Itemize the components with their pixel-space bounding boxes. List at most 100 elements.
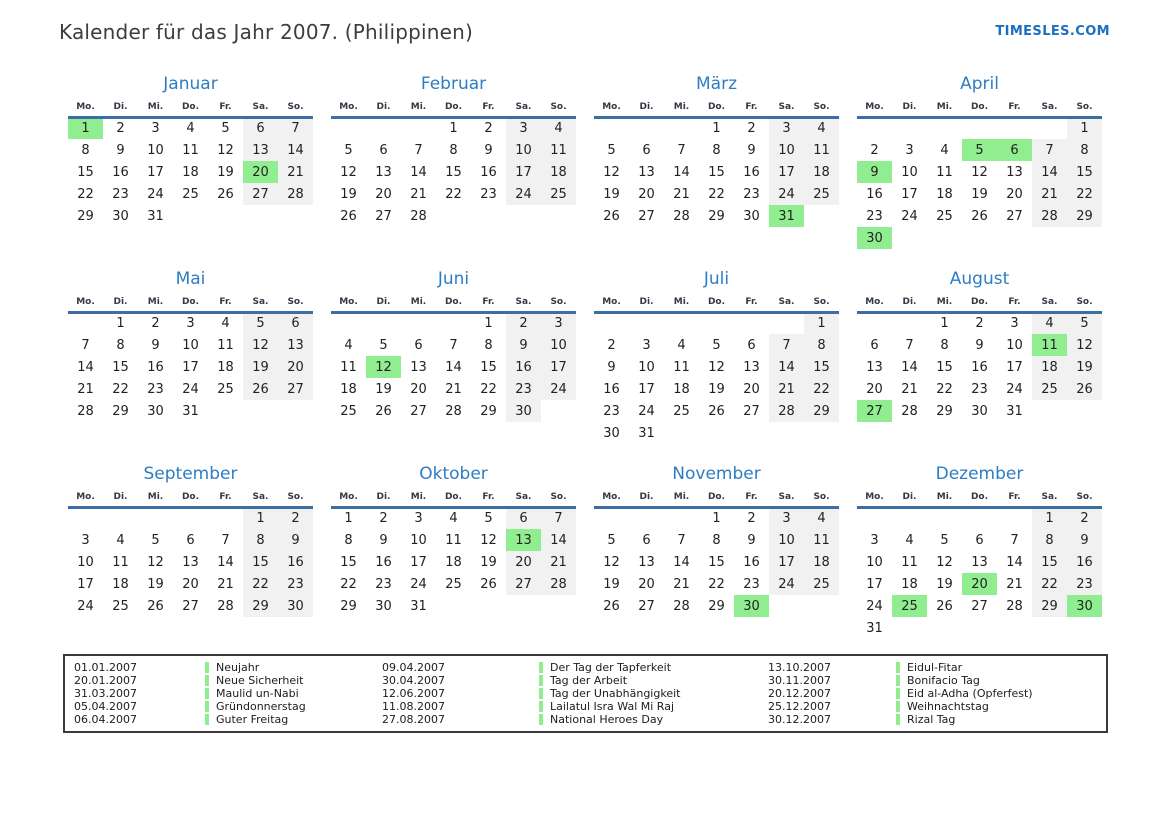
day-cell: 4 — [116, 532, 125, 548]
week-row: 26 27 28 29 30 31 — [594, 205, 839, 227]
day-cell-empty — [927, 227, 962, 249]
day-cell: 12 — [708, 359, 725, 375]
day-cell: 6 — [414, 337, 423, 353]
month-title: August — [949, 269, 1010, 289]
week-row: 26 27 28 29 30 — [594, 595, 839, 617]
day-cell: 24 — [1006, 381, 1023, 397]
day-cell: 18 — [804, 161, 839, 183]
weekday-header: Mo. — [857, 98, 892, 119]
weekday-header: So. — [1067, 488, 1102, 509]
holiday-marker-icon — [205, 675, 209, 686]
day-cell: 7 — [449, 337, 458, 353]
site-link[interactable]: TIMESLES.COM — [995, 24, 1110, 39]
holiday-date: 20.12.2007 — [768, 687, 831, 700]
weekday-header-row: Mo. Di. Mi. Do. Fr. Sa. So. — [857, 98, 1102, 119]
holiday-date: 11.08.2007 — [382, 700, 445, 713]
weekday-header: Mi. — [664, 293, 699, 314]
weekday-header-row: Mo. Di. Mi. Do. Fr. Sa. So. — [857, 293, 1102, 314]
day-cell: 24 — [638, 403, 655, 419]
day-cell: 16 — [603, 381, 620, 397]
month-table: Mo. Di. Mi. Do. Fr. Sa. So. 1 2 3 4 5 6 7 8 9 10 11 12 13 14… — [68, 293, 313, 422]
day-cell: 25 — [804, 573, 839, 595]
day-cell: 23 — [278, 573, 313, 595]
day-cell: 18 — [673, 381, 690, 397]
day-cell: 8 — [1067, 139, 1102, 161]
weekday-header: Di. — [103, 488, 138, 509]
day-cell: 20 — [410, 381, 427, 397]
day-cell: 10 — [541, 334, 576, 356]
day-cell: 6 — [243, 117, 278, 139]
day-cell: 16 — [112, 164, 129, 180]
weekday-header: Di. — [892, 98, 927, 119]
day-cell: 25 — [182, 186, 199, 202]
legend-row: 05.04.2007 Gründonnerstag — [65, 700, 373, 713]
month-oktober: Oktober Mo. Di. Mi. Do. Fr. Sa. So. 1 2 3 4 5 6 7 8 9 10 1… — [331, 462, 576, 657]
day-cell: 20 — [243, 161, 278, 183]
week-row: 19 20 21 22 23 24 25 — [331, 183, 576, 205]
weekday-header-row: Mo. Di. Mi. Do. Fr. Sa. So. — [594, 98, 839, 119]
day-cell-empty — [629, 507, 664, 529]
day-cell: 20 — [743, 381, 760, 397]
day-cell: 2 — [975, 316, 984, 332]
holiday-marker-icon — [205, 688, 209, 699]
day-cell: 14 — [217, 554, 234, 570]
month-title: Juni — [437, 269, 470, 289]
day-cell: 15 — [77, 164, 94, 180]
weekday-header: So. — [541, 293, 576, 314]
day-cell: 13 — [1006, 164, 1023, 180]
day-cell: 30 — [1067, 595, 1102, 617]
day-cell: 6 — [642, 142, 651, 158]
weekday-header: So. — [541, 488, 576, 509]
week-row: 4 5 6 7 8 9 10 — [331, 334, 576, 356]
day-cell-empty — [664, 117, 699, 139]
day-cell-empty — [436, 205, 471, 227]
holiday-name: Neujahr — [216, 661, 260, 674]
day-cell: 26 — [147, 598, 164, 614]
weekday-header: Sa. — [1032, 293, 1067, 314]
weekday-header: Fr. — [734, 488, 769, 509]
day-cell-empty — [173, 507, 208, 529]
day-cell: 24 — [410, 576, 427, 592]
month-title: Februar — [420, 74, 487, 94]
month-table: Mo. Di. Mi. Do. Fr. Sa. So. 1 2 3 4 5 6 7 8 9 10 11 12 13 14… — [594, 488, 839, 617]
day-cell: 2 — [607, 337, 616, 353]
day-cell: 6 — [278, 312, 313, 334]
day-cell-empty — [734, 312, 769, 334]
day-cell: 4 — [221, 316, 230, 332]
day-cell: 23 — [743, 576, 760, 592]
day-cell-empty — [331, 117, 366, 139]
day-cell: 19 — [147, 576, 164, 592]
day-cell-empty — [857, 117, 892, 139]
day-cell: 20 — [962, 573, 997, 595]
day-cell: 4 — [804, 507, 839, 529]
week-row: 1 — [594, 312, 839, 334]
week-row: 23 24 25 26 27 28 29 — [857, 205, 1102, 227]
holiday-name: Neue Sicherheit — [216, 674, 304, 687]
day-cell: 14 — [673, 164, 690, 180]
legend-column: 01.01.2007 Neujahr 20.01.2007 Neue Sicherhe… — [65, 661, 373, 726]
day-cell-empty — [506, 205, 541, 227]
week-row: 20 21 22 23 24 25 26 — [857, 378, 1102, 400]
day-cell-empty — [699, 422, 734, 444]
day-cell: 9 — [857, 161, 892, 183]
day-cell: 26 — [480, 576, 497, 592]
day-cell: 9 — [747, 142, 756, 158]
weekday-header: Di. — [892, 488, 927, 509]
holiday-marker-icon — [539, 714, 543, 725]
weekday-header: Mo. — [331, 98, 366, 119]
holiday-name: Tag der Arbeit — [550, 674, 628, 687]
weekday-header: So. — [278, 488, 313, 509]
day-cell: 30 — [112, 208, 129, 224]
day-cell: 7 — [1010, 532, 1019, 548]
week-row: 26 27 28 — [331, 205, 576, 227]
month-table: Mo. Di. Mi. Do. Fr. Sa. So. 1 2 3 4 5 6 7 8 9 10 11 12 13 14… — [857, 488, 1102, 639]
weekday-header-row: Mo. Di. Mi. Do. Fr. Sa. So. — [857, 488, 1102, 509]
month-table: Mo. Di. Mi. Do. Fr. Sa. So. 1 2 3 4 5 6 7 8 9 10 11 12 13 14… — [68, 488, 313, 617]
day-cell: 16 — [480, 164, 497, 180]
day-cell-empty — [857, 312, 892, 334]
legend-column: 13.10.2007 Eidul-Fitar 30.11.2007 Bonifacio… — [759, 661, 1104, 726]
weekday-header: Sa. — [243, 98, 278, 119]
day-cell-empty — [208, 400, 243, 422]
